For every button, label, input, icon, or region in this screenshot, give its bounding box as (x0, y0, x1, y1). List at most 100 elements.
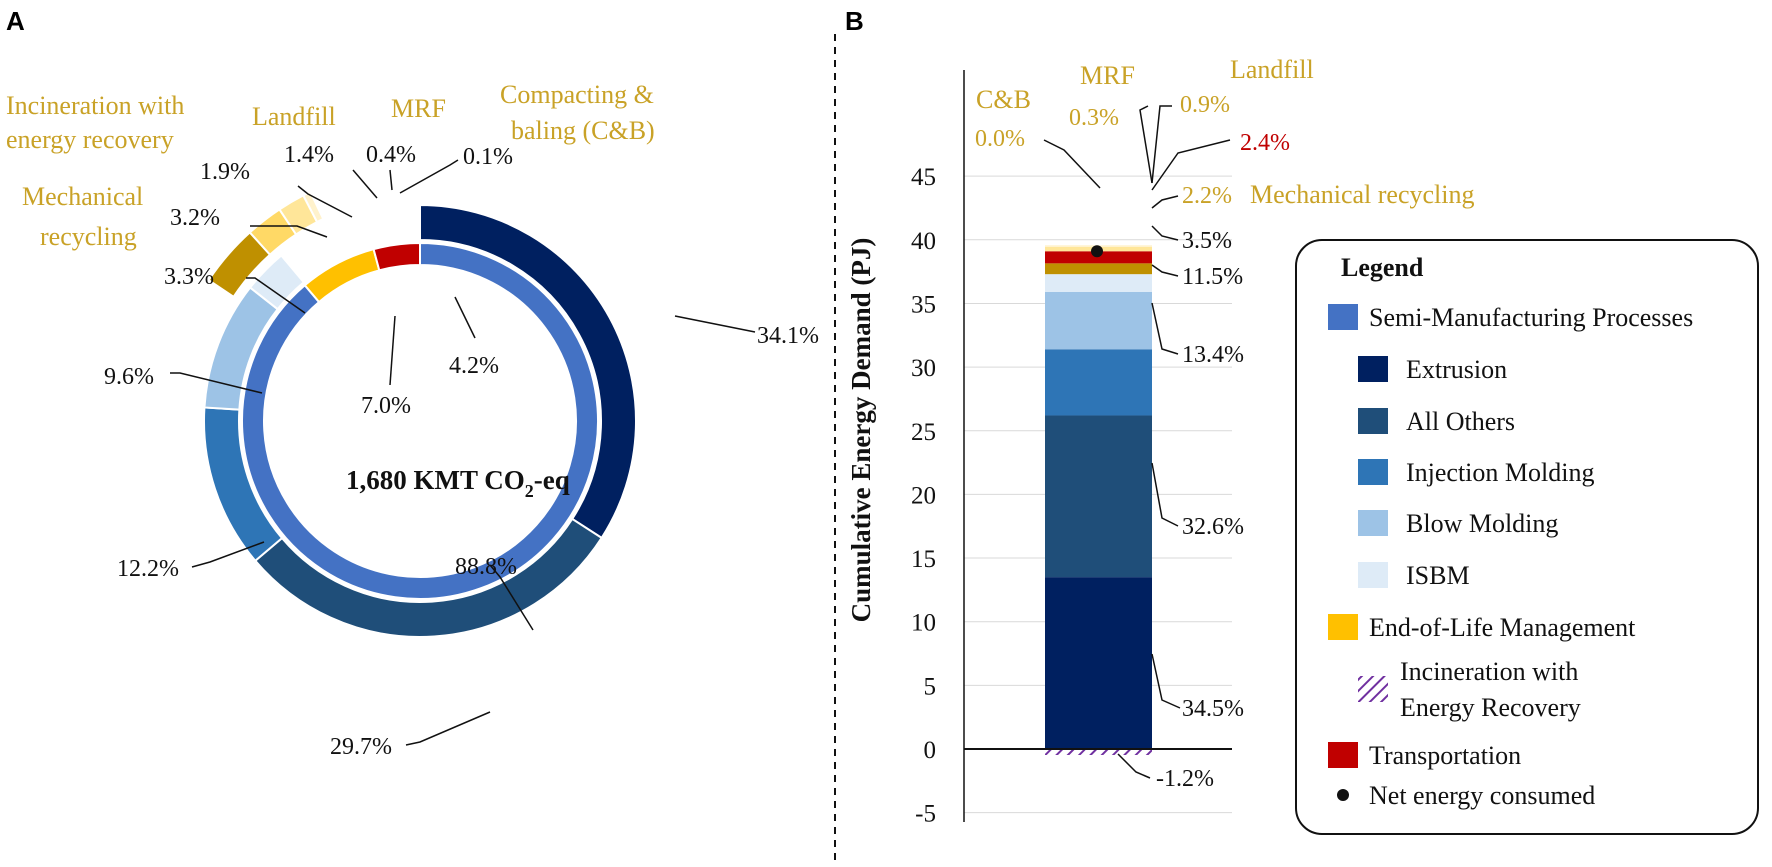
bar-segment-mechanical-recycling (1045, 263, 1152, 275)
stacked-bar-chart: -5 0 5 10 15 20 25 30 35 40 45 Cumulative Energy D… (846, 55, 1475, 828)
bar-label-blow: 11.5% (1182, 264, 1243, 290)
legend-label-blow: Blow Molding (1406, 509, 1558, 538)
bar-leader-lines (1043, 105, 1231, 779)
legend-label-all-others: All Others (1406, 407, 1515, 436)
legend-label-incineration-line2: Energy Recovery (1400, 693, 1581, 722)
y-axis-ticks: -5 0 5 10 15 20 25 30 35 40 45 (911, 164, 936, 828)
inner-slice-transportation (372, 241, 421, 272)
leader-mrf (389, 169, 393, 191)
leader-blow (170, 372, 263, 394)
legend-swatch-dot (1337, 789, 1349, 801)
label-isbm-pct: 3.3% (164, 264, 214, 290)
y-tick-label: -5 (915, 801, 936, 828)
legend-swatch-all-others (1358, 408, 1388, 434)
y-tick-label: 25 (911, 419, 936, 446)
outer-ring (203, 203, 637, 638)
legend-swatch-semi (1328, 304, 1358, 330)
legend: Legend Semi-Manufacturing Processes Extr… (1295, 239, 1759, 835)
bar-label-injection: 13.4% (1182, 342, 1244, 368)
bar-label-mech-pct: 2.2% (1182, 183, 1232, 209)
leader-b-transport (1151, 139, 1231, 191)
legend-box (1295, 239, 1759, 835)
eol-slice-compacting-baling-c-b (309, 189, 327, 221)
legend-swatch-blow (1358, 510, 1388, 536)
y-tick-label: 5 (924, 673, 937, 700)
donut-leader-lines (170, 159, 756, 746)
leader-b-incin (1117, 753, 1151, 779)
leader-b-injection (1151, 302, 1179, 355)
bar-segment-injection-molding (1045, 349, 1152, 416)
y-tick-label: 45 (911, 164, 936, 191)
y-axis-title: Cumulative Energy Demand (PJ) (846, 238, 876, 623)
legend-label-dot: Net energy consumed (1369, 781, 1595, 810)
label-transport-pct: 4.2% (449, 353, 499, 379)
label-cb-line1: Compacting & (500, 80, 654, 109)
legend-label-eol: End-of-Life Management (1369, 613, 1636, 642)
leader-b-extrusion (1151, 653, 1181, 709)
y-tick-label: 15 (911, 546, 936, 573)
label-blow-pct: 9.6% (104, 364, 154, 390)
label-mech-line2: recycling (40, 222, 137, 251)
label-eol-pct: 7.0% (361, 393, 411, 419)
legend-label-injection: Injection Molding (1406, 458, 1594, 487)
label-incineration-line2: energy recovery (6, 125, 174, 154)
bar-label-incineration: -1.2% (1156, 766, 1214, 792)
bar-label-mech: Mechanical recycling (1250, 180, 1475, 209)
label-incineration-line1: Incineration with (6, 91, 184, 120)
net-energy-dot (1091, 245, 1103, 258)
legend-label-isbm: ISBM (1406, 561, 1470, 590)
y-tick-label: 20 (911, 482, 936, 509)
legend-label-transport: Transportation (1369, 741, 1521, 770)
label-cb-line2: baling (C&B) (511, 116, 655, 145)
bar-segment-all-others (1045, 415, 1152, 578)
label-incin-pct: 1.9% (200, 159, 250, 185)
label-injection-pct: 12.2% (117, 556, 179, 582)
label-all-others-pct: 29.7% (330, 734, 392, 760)
bar-label-landfill: Landfill (1230, 55, 1314, 84)
label-extrusion-pct: 34.1% (757, 323, 819, 349)
legend-swatch-eol (1328, 614, 1358, 640)
label-cb-pct: 0.1% (463, 144, 513, 170)
bar-label-extrusion: 34.5% (1182, 696, 1244, 722)
legend-label-extrusion: Extrusion (1406, 355, 1507, 384)
legend-swatch-incineration (1358, 676, 1388, 702)
inner-slice-end-of-life-management (303, 247, 381, 304)
panel-label-b: B (845, 6, 864, 36)
leader-b-blow (1151, 264, 1179, 277)
bar-segment-incineration (1045, 749, 1152, 755)
legend-swatch-isbm (1358, 562, 1388, 588)
y-tick-label: 35 (911, 291, 936, 318)
donut-chart: 1,680 KMT CO2-eq 34.1% 29.7% 12.2% 9.6% … (6, 80, 819, 760)
label-landfill-pct: 1.4% (284, 142, 334, 168)
leader-transport (454, 296, 476, 339)
bar-label-mrf: MRF (1080, 61, 1135, 90)
donut-center-label: 1,680 KMT CO2-eq (346, 465, 570, 501)
bar-segment-extrusion (1045, 577, 1152, 749)
bar-label-landfill-pct: 0.9% (1180, 92, 1230, 118)
legend-title: Legend (1341, 253, 1424, 282)
bar-label-all-others: 32.6% (1182, 514, 1244, 540)
leader-b-all-others (1151, 462, 1179, 527)
inner-slice-semi-manufacturing-processes (241, 241, 599, 600)
leader-cb (399, 159, 459, 194)
label-mech-line1: Mechanical (22, 182, 143, 211)
leader-isbm (246, 277, 306, 314)
label-mrf-pct: 0.4% (366, 142, 416, 168)
leader-b-mrf (1139, 105, 1153, 184)
leader-semi (489, 564, 534, 631)
inner-ring (241, 241, 599, 600)
legend-swatch-extrusion (1358, 356, 1388, 382)
bar-segment-transportation (1045, 251, 1152, 264)
leader-eol (389, 315, 396, 386)
panel-label-a: A (6, 6, 25, 36)
y-tick-label: 30 (911, 355, 936, 382)
leader-b-isbm (1151, 225, 1179, 241)
leader-mech (250, 225, 328, 238)
leader-all-others (405, 711, 491, 746)
label-mrf: MRF (391, 94, 446, 123)
bar-label-isbm: 3.5% (1182, 228, 1232, 254)
legend-label-incineration-line1: Incineration with (1400, 657, 1578, 686)
label-mech-pct: 3.2% (170, 205, 220, 231)
leader-b-mech (1151, 195, 1179, 209)
bar-label-cb: C&B (976, 85, 1031, 114)
